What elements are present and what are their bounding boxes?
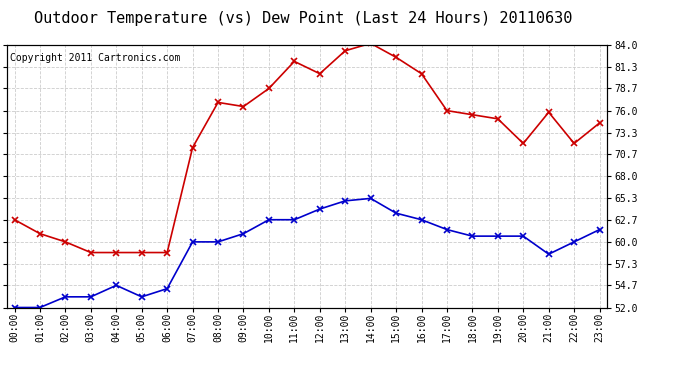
Text: Copyright 2011 Cartronics.com: Copyright 2011 Cartronics.com [10, 53, 180, 63]
Text: Outdoor Temperature (vs) Dew Point (Last 24 Hours) 20110630: Outdoor Temperature (vs) Dew Point (Last… [34, 11, 573, 26]
